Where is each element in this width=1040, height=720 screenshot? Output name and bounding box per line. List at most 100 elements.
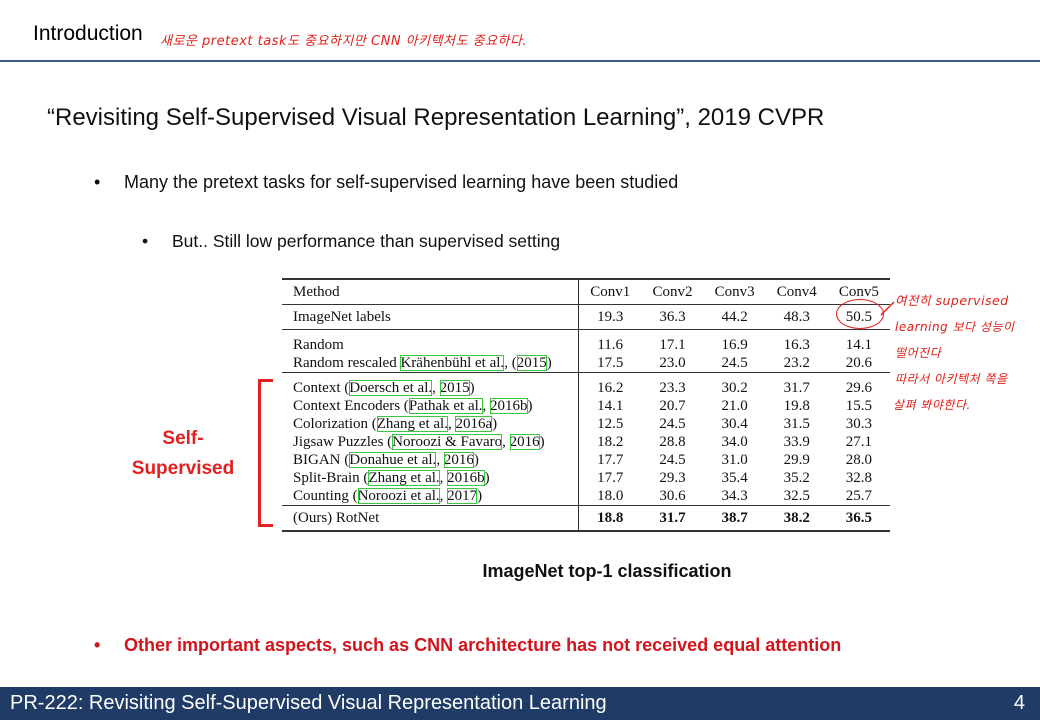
value-cell: 28.0 — [845, 452, 873, 468]
citation-close: ) — [477, 488, 483, 504]
citation-close: ) — [484, 470, 490, 486]
citation-link[interactable]: Noroozi & Favaro — [392, 434, 503, 450]
bullet-text: But.. Still low performance than supervi… — [172, 231, 561, 251]
margin-note: 떨어진다 — [895, 346, 942, 360]
citation-separator: , — [502, 434, 510, 450]
value-cell: 29.9 — [783, 452, 810, 468]
value-cell: 36.5 — [827, 505, 890, 532]
value-cell: 31.0 — [721, 452, 748, 468]
citation-year-link[interactable]: 2015 — [516, 355, 547, 371]
citation-close: ) — [492, 416, 498, 432]
footer-bar: PR-222: Revisiting Self-Supervised Visua… — [0, 687, 1040, 720]
value-cell: 16.2 — [578, 372, 642, 397]
value-cell: 27.1 — [845, 434, 873, 450]
value-cell: 23.2 — [783, 355, 810, 371]
table-row: ImageNet labels 19.3 36.3 44.2 48.3 50.5 — [282, 304, 890, 330]
value-cell: 31.7 — [641, 505, 704, 532]
table-row: Random rescaled Krähenbühl et al., (2015… — [282, 354, 890, 373]
table-row-ours: (Ours) RotNet 18.8 31.7 38.7 38.2 36.5 — [282, 505, 890, 532]
citation-link[interactable]: Donahue et al. — [349, 452, 437, 468]
table-row: BIGAN (Donahue et al., 2016) 17.7 24.5 3… — [282, 451, 890, 469]
citation-separator: , — [436, 452, 444, 468]
value-cell: 21.0 — [721, 398, 748, 414]
self-supervised-bracket — [258, 379, 273, 527]
value-cell: 18.2 — [578, 433, 642, 451]
citation-year-link[interactable]: 2016 — [443, 452, 474, 468]
value-cell: 15.5 — [845, 398, 873, 414]
citation-link[interactable]: Pathak et al. — [408, 398, 483, 414]
value-cell: 35.4 — [721, 470, 748, 486]
value-cell: 33.9 — [783, 434, 810, 450]
table-row: Context Encoders (Pathak et al., 2016b) … — [282, 397, 890, 415]
value-cell: 34.0 — [721, 434, 748, 450]
table-row: Colorization (Zhang et al., 2016a) 12.5 … — [282, 415, 890, 433]
value-cell: 29.6 — [827, 372, 890, 397]
citation-year-link[interactable]: 2016b — [490, 398, 528, 414]
method-cell: Random rescaled Krähenbühl et al., (2015… — [282, 354, 579, 373]
citation-link[interactable]: Doersch et al. — [349, 380, 433, 396]
method-cell: (Ours) RotNet — [282, 505, 579, 532]
value-cell: 14.1 — [578, 397, 642, 415]
citation-year-link[interactable]: 2015 — [439, 380, 470, 396]
value-cell: 24.5 — [721, 355, 748, 371]
method-cell: ImageNet labels — [282, 304, 579, 330]
sub-bullet-item: • But.. Still low performance than super… — [142, 231, 561, 252]
citation-link[interactable]: Zhang et al. — [368, 470, 440, 486]
value-cell: 24.5 — [659, 416, 686, 432]
value-cell: 36.3 — [641, 304, 704, 330]
method-name: Jigsaw Puzzles ( — [293, 434, 393, 450]
value-cell: 12.5 — [578, 415, 642, 433]
method-cell: Random — [282, 329, 579, 354]
highlight-circle — [836, 299, 884, 329]
citation-year-link[interactable]: 2017 — [447, 488, 478, 504]
method-name: Counting ( — [293, 488, 358, 504]
citation-link[interactable]: Noroozi et al. — [357, 488, 440, 504]
bullet-text: Many the pretext tasks for self-supervis… — [124, 172, 679, 192]
pointer-line — [880, 301, 895, 316]
method-name: Context ( — [293, 380, 350, 396]
value-cell: 30.3 — [845, 416, 873, 432]
value-cell: 32.5 — [783, 488, 810, 504]
value-cell: 29.3 — [659, 470, 686, 486]
citation-year-link[interactable]: 2016 — [509, 434, 540, 450]
value-cell: 18.0 — [578, 487, 642, 506]
value-cell: 35.2 — [783, 470, 810, 486]
highlighted-bullet-item: • Other important aspects, such as CNN a… — [94, 635, 841, 656]
citation-link[interactable]: Zhang et al. — [376, 416, 448, 432]
header-title: Introduction — [33, 22, 143, 45]
citation-separator: , — [432, 380, 440, 396]
method-cell: Colorization (Zhang et al., 2016a) — [282, 415, 579, 433]
bullet-dot: • — [94, 172, 101, 192]
header-cell: Conv4 — [765, 278, 828, 305]
citation-year-link[interactable]: 2016b — [447, 470, 485, 486]
method-name: BIGAN ( — [293, 452, 350, 468]
table-row: Split-Brain (Zhang et al., 2016b) 17.7 2… — [282, 469, 890, 487]
value-cell: 17.7 — [578, 451, 642, 469]
value-cell: 17.5 — [578, 354, 642, 373]
table-caption: ImageNet top-1 classification — [482, 561, 732, 581]
value-cell: 31.5 — [783, 416, 810, 432]
citation-close: ) — [473, 452, 479, 468]
margin-note: 따라서 아키텍처 쪽을 — [895, 372, 1008, 386]
citation-separator: , — [439, 470, 448, 486]
slide-title: “Revisiting Self-Supervised Visual Repre… — [47, 104, 825, 131]
citation-link[interactable]: Krähenbühl et al. — [400, 355, 505, 371]
bullet-dot: • — [94, 635, 101, 655]
citation-separator: , — [447, 416, 456, 432]
results-table-figure: Method Conv1 Conv2 Conv3 Conv4 Conv5 Ima… — [282, 278, 890, 532]
citation-separator: , — [439, 488, 448, 504]
handwritten-header-note: 새로운 pretext task도 중요하지만 CNN 아키텍처도 중요하다. — [160, 34, 528, 49]
value-cell: 16.3 — [765, 329, 828, 354]
self-supervised-line: Self- — [162, 428, 204, 449]
value-cell: 20.6 — [845, 355, 873, 371]
value-cell: 16.9 — [703, 329, 766, 354]
table-row: Context (Doersch et al., 2015) 16.2 23.3… — [282, 372, 890, 397]
footer-title: PR-222: Revisiting Self-Supervised Visua… — [10, 692, 607, 714]
method-cell: Split-Brain (Zhang et al., 2016b) — [282, 469, 579, 487]
header-cell: Method — [282, 278, 579, 305]
value-cell: 30.2 — [703, 372, 766, 397]
value-cell: 23.0 — [659, 355, 686, 371]
value-cell: 18.8 — [578, 505, 642, 532]
table-row: Counting (Noroozi et al., 2017) 18.0 30.… — [282, 487, 890, 506]
citation-year-link[interactable]: 2016a — [455, 416, 493, 432]
